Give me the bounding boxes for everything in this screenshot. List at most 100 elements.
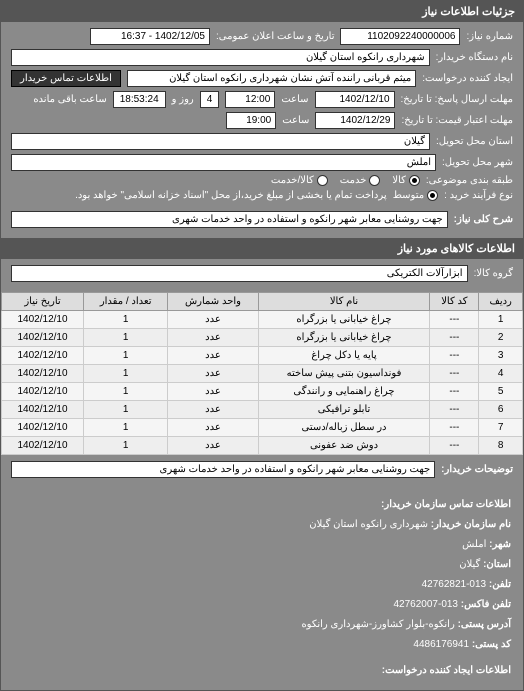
table-row[interactable]: 4---فونداسیون بتنی پیش ساختهعدد11402/12/… xyxy=(2,365,523,383)
validity-date-field: 1402/12/29 xyxy=(315,112,395,129)
table-cell: 3 xyxy=(479,347,523,365)
footer-address-label: آدرس پستی: xyxy=(458,619,511,630)
footer-title: اطلاعات تماس سازمان خریدار: xyxy=(381,499,511,510)
table-cell: 1 xyxy=(84,347,168,365)
footer-fax: 013-42762007 xyxy=(393,599,458,610)
table-cell: 4 xyxy=(479,365,523,383)
table-header: واحد شمارش xyxy=(168,293,258,311)
buyer-org-label: نام دستگاه خریدار: xyxy=(436,52,513,63)
table-cell: عدد xyxy=(168,383,258,401)
table-cell: --- xyxy=(430,437,479,455)
footer-address: رانکوه-بلوار کشاورز-شهرداری رانکوه xyxy=(301,619,454,630)
table-cell: عدد xyxy=(168,437,258,455)
buyer-notes-label: توضیحات خریدار: xyxy=(441,464,513,475)
table-cell: 1 xyxy=(84,419,168,437)
radio-both-label: کالا/خدمت xyxy=(271,175,314,186)
table-cell: چراغ خیابانی یا بزرگراه xyxy=(258,329,430,347)
table-row[interactable]: 2---چراغ خیابانی یا بزرگراهعدد11402/12/1… xyxy=(2,329,523,347)
table-cell: عدد xyxy=(168,365,258,383)
footer-province-label: استان: xyxy=(483,559,511,570)
radio-medium[interactable] xyxy=(427,190,438,201)
buyer-notes-field: جهت روشنایی معابر شهر رانکوه و استفاده د… xyxy=(11,461,435,478)
footer-org: شهرداری رانکوه استان گیلان xyxy=(309,519,428,530)
footer-info: اطلاعات تماس سازمان خریدار: نام سازمان خ… xyxy=(1,488,523,690)
summary-label: شرح کلی نیاز: xyxy=(454,214,513,225)
table-row[interactable]: 3---پایه یا دکل چراغعدد11402/12/10 xyxy=(2,347,523,365)
table-row[interactable]: 1---چراغ خیابانی یا بزرگراهعدد11402/12/1… xyxy=(2,311,523,329)
footer-org-label: نام سازمان خریدار: xyxy=(431,519,511,530)
table-row[interactable]: 5---چراغ راهنمایی و رانندگیعدد11402/12/1… xyxy=(2,383,523,401)
goods-group-label: گروه کالا: xyxy=(474,268,513,279)
footer-fax-label: تلفن فاکس: xyxy=(461,599,511,610)
table-cell: --- xyxy=(430,329,479,347)
table-cell: --- xyxy=(430,383,479,401)
footer-creator-title: اطلاعات ایجاد کننده درخواست: xyxy=(382,665,511,676)
deadline-time-field: 12:00 xyxy=(225,91,275,108)
radio-goods[interactable] xyxy=(409,175,420,186)
city-field: املش xyxy=(11,154,436,171)
deadline-label: مهلت ارسال پاسخ: تا تاریخ: xyxy=(401,94,513,105)
purchase-note: پرداخت تمام یا بخشی از مبلغ خرید،از محل … xyxy=(11,190,387,201)
table-row[interactable]: 7---در سطل زباله/دستیعدد11402/12/10 xyxy=(2,419,523,437)
footer-postal-label: کد پستی: xyxy=(472,639,511,650)
goods-section-header: اطلاعات کالاهای مورد نیاز xyxy=(1,238,523,259)
table-cell: 8 xyxy=(479,437,523,455)
remain-days: 4 xyxy=(200,91,220,108)
table-header: ردیف xyxy=(479,293,523,311)
request-no-field: 1102092240000006 xyxy=(340,28,460,45)
details-panel: جزئیات اطلاعات نیاز شماره نیاز: 11020922… xyxy=(0,0,524,691)
table-cell: عدد xyxy=(168,311,258,329)
radio-goods-label: کالا xyxy=(392,175,406,186)
table-cell: چراغ راهنمایی و رانندگی xyxy=(258,383,430,401)
table-cell: 1402/12/10 xyxy=(2,311,84,329)
table-cell: چراغ خیابانی یا بزرگراه xyxy=(258,311,430,329)
table-cell: 1402/12/10 xyxy=(2,419,84,437)
classification-label: طبقه بندی موضوعی: xyxy=(426,175,513,186)
requester-field: میثم قربانی راننده آتش نشان شهرداری رانک… xyxy=(127,70,416,87)
validity-label: مهلت اعتبار قیمت: تا تاریخ: xyxy=(401,115,513,126)
table-header: تعداد / مقدار xyxy=(84,293,168,311)
table-cell: فونداسیون بتنی پیش ساخته xyxy=(258,365,430,383)
request-no-label: شماره نیاز: xyxy=(466,31,513,42)
contact-button[interactable]: اطلاعات تماس خریدار xyxy=(11,70,121,87)
table-header: نام کالا xyxy=(258,293,430,311)
table-cell: 1 xyxy=(84,311,168,329)
table-row[interactable]: 6---تابلو ترافیکیعدد11402/12/10 xyxy=(2,401,523,419)
form-area: شماره نیاز: 1102092240000006 تاریخ و ساع… xyxy=(1,22,523,238)
radio-both[interactable] xyxy=(317,175,328,186)
radio-service[interactable] xyxy=(369,175,380,186)
table-cell: 1 xyxy=(84,437,168,455)
table-cell: در سطل زباله/دستی xyxy=(258,419,430,437)
table-cell: عدد xyxy=(168,347,258,365)
table-cell: 1402/12/10 xyxy=(2,329,84,347)
public-datetime-label: تاریخ و ساعت اعلان عمومی: xyxy=(216,31,335,42)
table-cell: پایه یا دکل چراغ xyxy=(258,347,430,365)
deadline-time-label: ساعت xyxy=(281,94,308,105)
goods-group-field: ابزارآلات الکتریکی xyxy=(11,265,468,282)
radio-service-label: خدمت xyxy=(340,175,367,186)
buyer-org-field: شهرداری رانکوه استان گیلان xyxy=(11,49,430,66)
validity-time-label: ساعت xyxy=(282,115,309,126)
footer-phone: 013-42762821 xyxy=(422,579,487,590)
remain-time: 18:53:24 xyxy=(113,91,166,108)
table-cell: 1402/12/10 xyxy=(2,347,84,365)
classification-radios: کالا خدمت کالا/خدمت xyxy=(271,175,420,186)
table-cell: --- xyxy=(430,419,479,437)
table-cell: --- xyxy=(430,347,479,365)
remain-suffix: ساعت باقی مانده xyxy=(33,94,106,105)
table-row[interactable]: 8---دوش ضد عفونیعدد11402/12/10 xyxy=(2,437,523,455)
table-cell: 7 xyxy=(479,419,523,437)
table-cell: 6 xyxy=(479,401,523,419)
table-cell: --- xyxy=(430,311,479,329)
table-cell: عدد xyxy=(168,419,258,437)
table-cell: 2 xyxy=(479,329,523,347)
table-cell: --- xyxy=(430,365,479,383)
table-cell: 1 xyxy=(84,383,168,401)
table-cell: 1 xyxy=(479,311,523,329)
radio-medium-label: متوسط xyxy=(393,190,424,201)
table-cell: عدد xyxy=(168,329,258,347)
table-cell: 1 xyxy=(84,329,168,347)
summary-field: جهت روشنایی معابر شهر رانکوه و استفاده د… xyxy=(11,211,448,228)
footer-city: املش xyxy=(462,539,486,550)
table-cell: 1402/12/10 xyxy=(2,365,84,383)
